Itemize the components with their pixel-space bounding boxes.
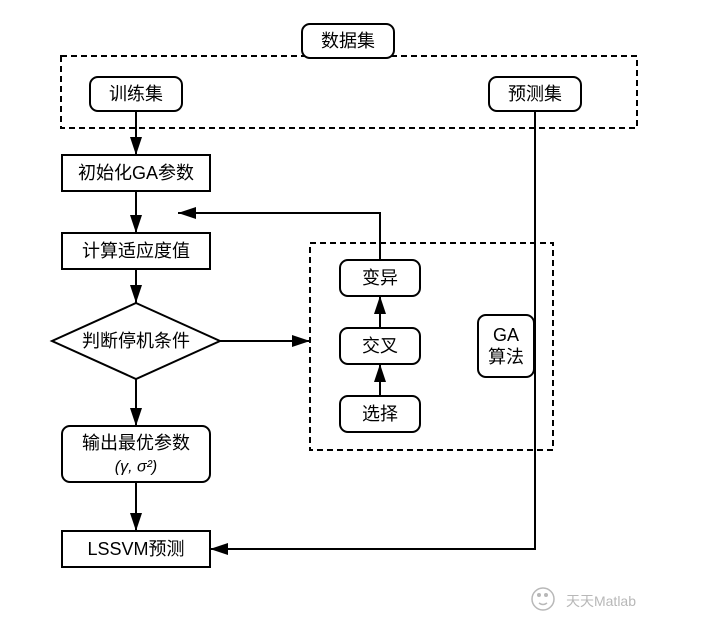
node-fitness-label: 计算适应度值	[82, 241, 190, 261]
node-train-label: 训练集	[109, 84, 163, 104]
node-dataset-label: 数据集	[321, 31, 375, 51]
node-mutation: 变异	[340, 260, 420, 296]
node-gaalg: GA算法	[478, 315, 534, 377]
node-crossover: 交叉	[340, 328, 420, 364]
node-fitness: 计算适应度值	[62, 233, 210, 269]
node-train: 训练集	[90, 77, 182, 111]
node-selection: 选择	[340, 396, 420, 432]
node-judge: 判断停机条件	[52, 303, 220, 379]
node-predict-label: 预测集	[508, 84, 562, 104]
node-init: 初始化GA参数	[62, 155, 210, 191]
node-lssvm: LSSVM预测	[62, 531, 210, 567]
node-output-sublabel: (γ, σ²)	[115, 459, 158, 476]
node-selection-label: 选择	[362, 404, 398, 424]
node-dataset: 数据集	[302, 24, 394, 58]
node-judge-label: 判断停机条件	[82, 331, 190, 351]
node-output: 输出最优参数 (γ, σ²)	[62, 426, 210, 482]
node-mutation-label: 变异	[362, 268, 398, 288]
node-output-label: 输出最优参数	[82, 433, 190, 453]
node-crossover-label: 交叉	[362, 336, 398, 356]
watermark-text: 天天Matlab	[566, 593, 636, 609]
node-lssvm-label: LSSVM预测	[87, 539, 184, 559]
node-gaalg-label-0: GA	[493, 325, 519, 345]
node-init-label: 初始化GA参数	[78, 163, 194, 183]
node-gaalg-label-1: 算法	[488, 347, 524, 367]
flowchart-svg: 数据集训练集 预测集初始化GA参数计算适应度值判断停机条件 变异交叉选择 GA算法输出…	[0, 0, 701, 623]
node-predict: 预测集	[489, 77, 581, 111]
watermark: 天天Matlab	[532, 588, 636, 610]
